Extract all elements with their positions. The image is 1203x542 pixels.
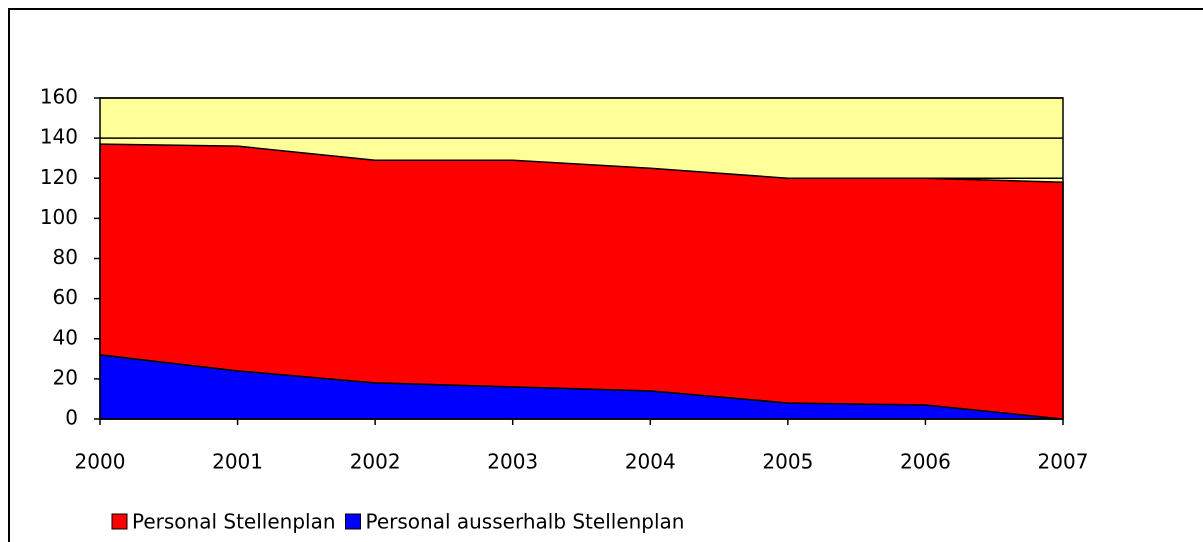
y-tick-label: 0	[65, 406, 78, 430]
y-tick-label: 60	[53, 285, 78, 309]
y-tick-label: 40	[53, 325, 78, 349]
y-tick-label: 80	[53, 245, 78, 269]
x-tick-label: 2003	[487, 450, 538, 474]
y-tick-label: 120	[40, 165, 78, 189]
legend-swatch	[111, 513, 128, 530]
legend-label: Personal Stellenplan	[132, 510, 336, 534]
y-tick-label: 140	[40, 125, 78, 149]
x-tick-label: 2000	[75, 450, 126, 474]
x-tick-label: 2004	[625, 450, 676, 474]
y-tick-label: 100	[40, 205, 78, 229]
legend-swatch	[345, 513, 361, 530]
x-tick-label: 2006	[900, 450, 951, 474]
x-tick-label: 2001	[212, 450, 263, 474]
y-tick-label: 160	[40, 85, 78, 109]
x-tick-label: 2002	[350, 450, 401, 474]
legend-label: Personal ausserhalb Stellenplan	[366, 510, 685, 534]
y-tick-label: 20	[53, 365, 78, 389]
x-tick-label: 2007	[1038, 450, 1089, 474]
x-tick-label: 2005	[762, 450, 813, 474]
